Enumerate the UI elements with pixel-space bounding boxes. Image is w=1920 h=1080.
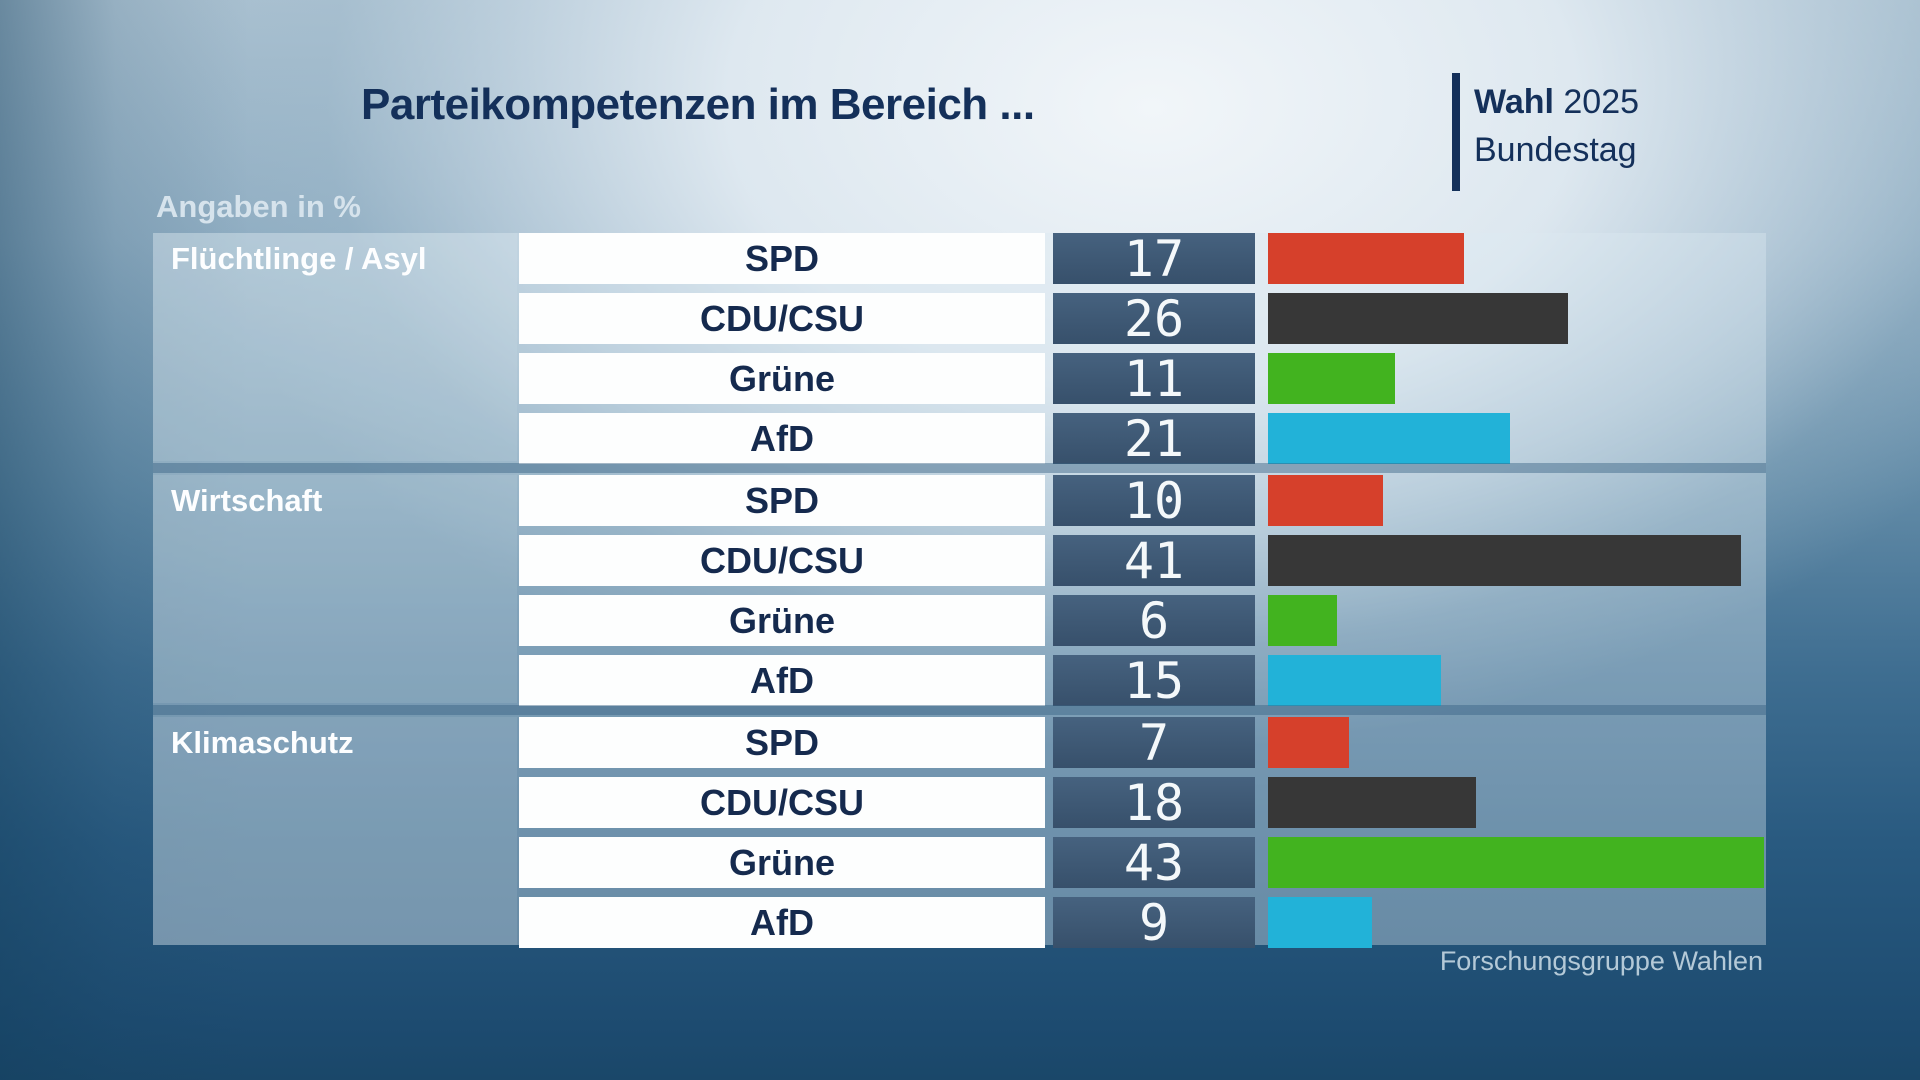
brand-text: Wahl 2025 Bundestag bbox=[1474, 73, 1639, 191]
brand-line-bundestag: Bundestag bbox=[1474, 131, 1637, 169]
value-bar bbox=[1268, 535, 1741, 586]
party-label: SPD bbox=[519, 717, 1045, 768]
category-group-fl-chtlinge-asyl: Flüchtlinge / Asyl SPD 17 CDU/CSU 26 Grüne 11 A… bbox=[153, 233, 1766, 466]
value-bar bbox=[1268, 897, 1372, 948]
brand-line-wahl: Wahl 2025 bbox=[1474, 83, 1640, 121]
category-cell: Wirtschaft bbox=[153, 475, 517, 703]
value-box: 15 bbox=[1053, 655, 1255, 708]
brand-block: Wahl 2025 Bundestag bbox=[1452, 73, 1639, 191]
value-box: 9 bbox=[1053, 897, 1255, 950]
category-cell: Klimaschutz bbox=[153, 717, 517, 945]
value-bar bbox=[1268, 353, 1395, 404]
data-row-klimaschutz-spd: SPD 7 bbox=[519, 717, 1766, 770]
party-label: CDU/CSU bbox=[519, 777, 1045, 828]
party-label: Grüne bbox=[519, 353, 1045, 404]
category-label: Flüchtlinge / Asyl bbox=[171, 241, 427, 276]
party-label: Grüne bbox=[519, 837, 1045, 888]
page-title: Parteikompetenzen im Bereich ... bbox=[361, 80, 1035, 129]
value-box: 17 bbox=[1053, 233, 1255, 286]
data-row-klimaschutz-gr-ne: Grüne 43 bbox=[519, 837, 1766, 890]
party-label: Grüne bbox=[519, 595, 1045, 646]
category-label: Klimaschutz bbox=[171, 725, 354, 760]
party-label: CDU/CSU bbox=[519, 535, 1045, 586]
data-row-wirtschaft-gr-ne: Grüne 6 bbox=[519, 595, 1766, 648]
value-bar bbox=[1268, 717, 1349, 768]
party-label: AfD bbox=[519, 655, 1045, 706]
value-box: 10 bbox=[1053, 475, 1255, 528]
value-bar bbox=[1268, 475, 1383, 526]
data-row-fl-chtlinge-asyl-spd: SPD 17 bbox=[519, 233, 1766, 286]
value-bar bbox=[1268, 233, 1464, 284]
value-box: 21 bbox=[1053, 413, 1255, 466]
value-bar bbox=[1268, 777, 1476, 828]
data-row-fl-chtlinge-asyl-afd: AfD 21 bbox=[519, 413, 1766, 466]
value-bar bbox=[1268, 293, 1568, 344]
value-bar bbox=[1268, 837, 1764, 888]
value-bar bbox=[1268, 655, 1441, 706]
party-label: AfD bbox=[519, 413, 1045, 464]
brand-divider-bar bbox=[1452, 73, 1460, 191]
data-row-wirtschaft-afd: AfD 15 bbox=[519, 655, 1766, 708]
category-group-klimaschutz: Klimaschutz SPD 7 CDU/CSU 18 Grüne 43 AfD 9 bbox=[153, 717, 1766, 950]
data-row-fl-chtlinge-asyl-gr-ne: Grüne 11 bbox=[519, 353, 1766, 406]
group-divider bbox=[153, 463, 1766, 473]
category-cell: Flüchtlinge / Asyl bbox=[153, 233, 517, 461]
category-label: Wirtschaft bbox=[171, 483, 323, 518]
chart-panel: Flüchtlinge / Asyl SPD 17 CDU/CSU 26 Grüne 11 A… bbox=[153, 233, 1766, 950]
value-box: 6 bbox=[1053, 595, 1255, 648]
value-box: 7 bbox=[1053, 717, 1255, 770]
value-bar bbox=[1268, 413, 1510, 464]
value-box: 43 bbox=[1053, 837, 1255, 890]
party-label: SPD bbox=[519, 475, 1045, 526]
value-box: 18 bbox=[1053, 777, 1255, 830]
party-label: SPD bbox=[519, 233, 1045, 284]
party-label: CDU/CSU bbox=[519, 293, 1045, 344]
category-group-wirtschaft: Wirtschaft SPD 10 CDU/CSU 41 Grüne 6 AfD 15 bbox=[153, 475, 1766, 708]
data-row-fl-chtlinge-asyl-cdu-csu: CDU/CSU 26 bbox=[519, 293, 1766, 346]
source-credit: Forschungsgruppe Wahlen bbox=[1439, 946, 1763, 976]
data-row-wirtschaft-spd: SPD 10 bbox=[519, 475, 1766, 528]
party-label: AfD bbox=[519, 897, 1045, 948]
data-row-klimaschutz-cdu-csu: CDU/CSU 18 bbox=[519, 777, 1766, 830]
value-bar bbox=[1268, 595, 1337, 646]
value-box: 11 bbox=[1053, 353, 1255, 406]
data-row-wirtschaft-cdu-csu: CDU/CSU 41 bbox=[519, 535, 1766, 588]
value-box: 26 bbox=[1053, 293, 1255, 346]
data-row-klimaschutz-afd: AfD 9 bbox=[519, 897, 1766, 950]
group-divider bbox=[153, 705, 1766, 715]
value-box: 41 bbox=[1053, 535, 1255, 588]
units-note: Angaben in % bbox=[156, 189, 361, 224]
